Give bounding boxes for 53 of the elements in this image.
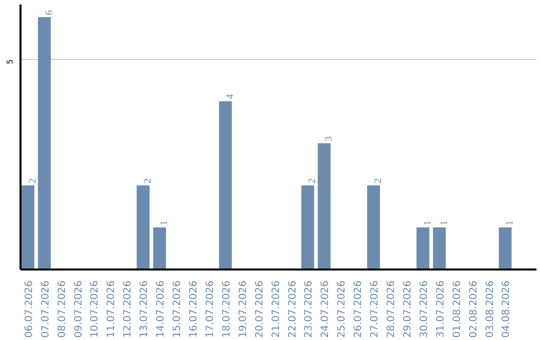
x-tick-label: 28.07.2026 (386, 280, 398, 338)
x-tick-label: 21.07.2026 (270, 280, 282, 338)
x-tick-label: 20.07.2026 (254, 280, 266, 338)
bar (367, 185, 380, 270)
x-tick-label: 01.08.2026 (452, 280, 463, 338)
data-label: 4 (224, 94, 236, 100)
x-tick-label: 23.07.2026 (304, 280, 315, 338)
x-tick-label: 19.07.2026 (238, 280, 249, 338)
bar (38, 17, 51, 270)
bar (136, 185, 150, 270)
data-label: 2 (307, 178, 318, 184)
x-tick-label: 03.08.2026 (484, 280, 496, 338)
data-label: 3 (324, 136, 335, 142)
x-tick-label: 30.07.2026 (418, 280, 430, 338)
data-label: 1 (438, 220, 450, 226)
x-tick-label: 16.07.2026 (188, 280, 200, 338)
data-label: 2 (142, 178, 154, 184)
x-tick-label: 10.07.2026 (90, 280, 101, 338)
data-label: 1 (422, 220, 434, 226)
x-tick-label: 18.07.2026 (221, 280, 232, 338)
x-tick-label: 24.07.2026 (320, 280, 332, 338)
data-label: 1 (504, 220, 516, 226)
y-tick-label: 5 (6, 59, 14, 64)
bar (416, 227, 430, 270)
x-tick-label: 26.07.2026 (353, 280, 364, 338)
x-tick-label: 17.07.2026 (204, 280, 216, 338)
x-tick-label: 08.07.2026 (56, 280, 68, 338)
bar (318, 143, 331, 270)
x-tick-label: 31.07.2026 (435, 280, 446, 338)
x-tick-label: 02.08.2026 (468, 280, 480, 338)
x-tick-label: 29.07.2026 (402, 280, 414, 338)
bar (432, 227, 446, 270)
x-tick-label: 04.08.2026 (501, 280, 512, 338)
x-tick-label: 15.07.2026 (172, 280, 184, 338)
bar (219, 101, 232, 270)
x-tick-label: 12.07.2026 (122, 280, 134, 338)
x-tick-label: 27.07.2026 (370, 280, 381, 338)
bar (498, 227, 512, 270)
data-label: 1 (159, 220, 170, 226)
x-tick-label: 09.07.2026 (73, 280, 84, 338)
x-tick-label: 22.07.2026 (287, 280, 298, 338)
x-tick-label: 07.07.2026 (40, 280, 52, 338)
x-tick-label: 13.07.2026 (139, 280, 150, 338)
x-tick-label: 11.07.2026 (106, 280, 118, 338)
data-label: 2 (27, 178, 38, 184)
bar (153, 227, 166, 270)
bar (21, 185, 34, 270)
x-tick-label: 14.07.2026 (156, 280, 167, 338)
x-tick-label: 25.07.2026 (336, 280, 348, 338)
data-label: 2 (373, 178, 384, 184)
data-label: 6 (44, 10, 55, 16)
bar (301, 185, 314, 270)
x-tick-label: 06.07.2026 (24, 280, 35, 338)
